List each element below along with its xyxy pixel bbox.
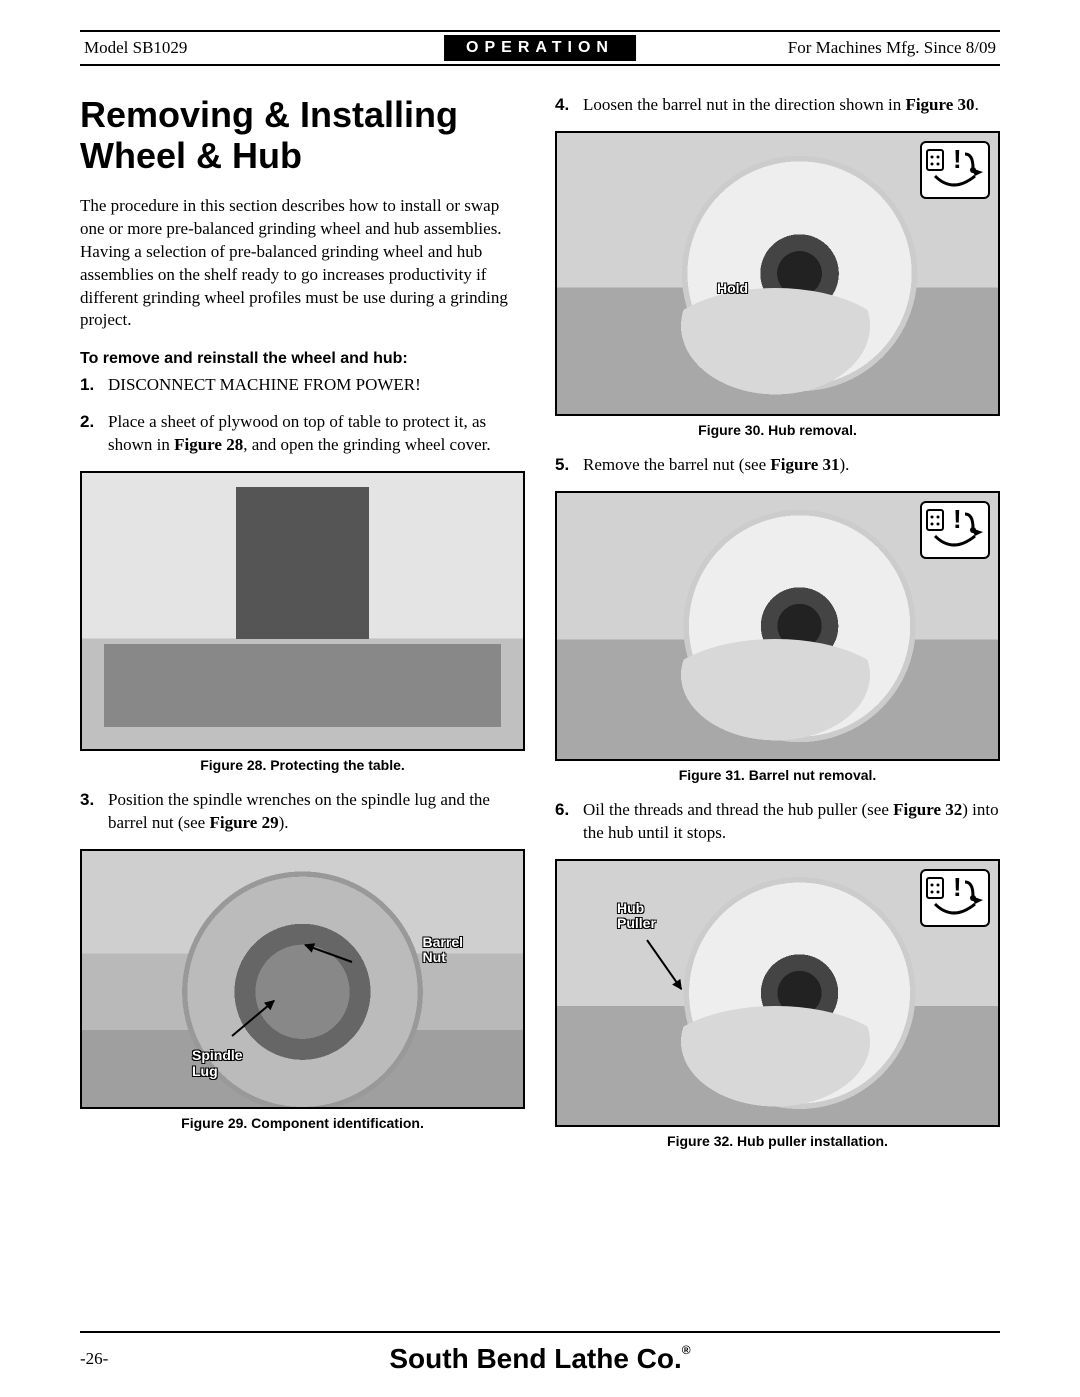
step-2: 2. Place a sheet of plywood on top of ta…	[80, 411, 525, 457]
figure-32-caption: Figure 32. Hub puller installation.	[555, 1133, 1000, 1149]
step-number: 1.	[80, 374, 108, 397]
header-rule-bottom	[80, 64, 1000, 66]
figure-29-caption: Figure 29. Component identification.	[80, 1115, 525, 1131]
page-number: -26-	[80, 1349, 160, 1369]
intro-paragraph: The procedure in this section describes …	[80, 195, 525, 333]
step-text: Place a sheet of plywood on top of table…	[108, 411, 525, 457]
figure-31: !	[555, 491, 1000, 761]
page-header: Model SB1029 OPERATION For Machines Mfg.…	[80, 34, 1000, 62]
svg-text:!: !	[953, 874, 962, 902]
figure-30-caption: Figure 30. Hub removal.	[555, 422, 1000, 438]
step-text: Remove the barrel nut (see Figure 31).	[583, 454, 1000, 477]
step-6: 6. Oil the threads and thread the hub pu…	[555, 799, 1000, 845]
figure-28	[80, 471, 525, 751]
figure-32: Hub Puller !	[555, 859, 1000, 1127]
step-number: 5.	[555, 454, 583, 477]
disconnect-power-icon: !	[920, 501, 990, 559]
figure-29-label-spindle-lug: Spindle Lug	[192, 1048, 243, 1079]
figure-28-image	[82, 473, 523, 749]
column-left: Removing & Installing Wheel & Hub The pr…	[80, 94, 525, 1165]
step-number: 4.	[555, 94, 583, 117]
step-5: 5. Remove the barrel nut (see Figure 31)…	[555, 454, 1000, 477]
step-number: 3.	[80, 789, 108, 835]
step-1: 1. DISCONNECT MACHINE FROM POWER!	[80, 374, 525, 397]
step-text: Oil the threads and thread the hub pulle…	[583, 799, 1000, 845]
disconnect-power-icon: !	[920, 141, 990, 199]
figure-29-label-barrel-nut: Barrel Nut	[423, 935, 463, 966]
step-3: 3. Position the spindle wrenches on the …	[80, 789, 525, 835]
footer-rule	[80, 1331, 1000, 1333]
step-text: Loosen the barrel nut in the direction s…	[583, 94, 1000, 117]
column-right: 4. Loosen the barrel nut in the directio…	[555, 94, 1000, 1165]
footer-brand: South Bend Lathe Co.®	[160, 1343, 920, 1375]
figure-30-label-hold: Hold	[717, 281, 748, 296]
figure-29-image	[82, 851, 523, 1107]
figure-29: Barrel Nut Spindle Lug	[80, 849, 525, 1109]
header-section-badge: OPERATION	[444, 35, 636, 61]
step-4: 4. Loosen the barrel nut in the directio…	[555, 94, 1000, 117]
hand-graphic	[654, 639, 897, 759]
svg-text:!: !	[953, 146, 962, 174]
hand-graphic	[654, 288, 897, 414]
procedure-subhead: To remove and reinstall the wheel and hu…	[80, 350, 525, 368]
step-text: Position the spindle wrenches on the spi…	[108, 789, 525, 835]
step-text: DISCONNECT MACHINE FROM POWER!	[108, 374, 525, 397]
hand-graphic	[654, 1006, 897, 1125]
figure-32-label-hub-puller: Hub Puller	[617, 901, 656, 932]
page-title: Removing & Installing Wheel & Hub	[80, 94, 525, 177]
page-footer: -26- South Bend Lathe Co.®	[80, 1331, 1000, 1375]
step-number: 6.	[555, 799, 583, 845]
figure-31-caption: Figure 31. Barrel nut removal.	[555, 767, 1000, 783]
svg-text:!: !	[953, 506, 962, 534]
disconnect-power-icon: !	[920, 869, 990, 927]
figure-30: Hold !	[555, 131, 1000, 416]
header-rule-top	[80, 30, 1000, 32]
step-number: 2.	[80, 411, 108, 457]
figure-28-caption: Figure 28. Protecting the table.	[80, 757, 525, 773]
